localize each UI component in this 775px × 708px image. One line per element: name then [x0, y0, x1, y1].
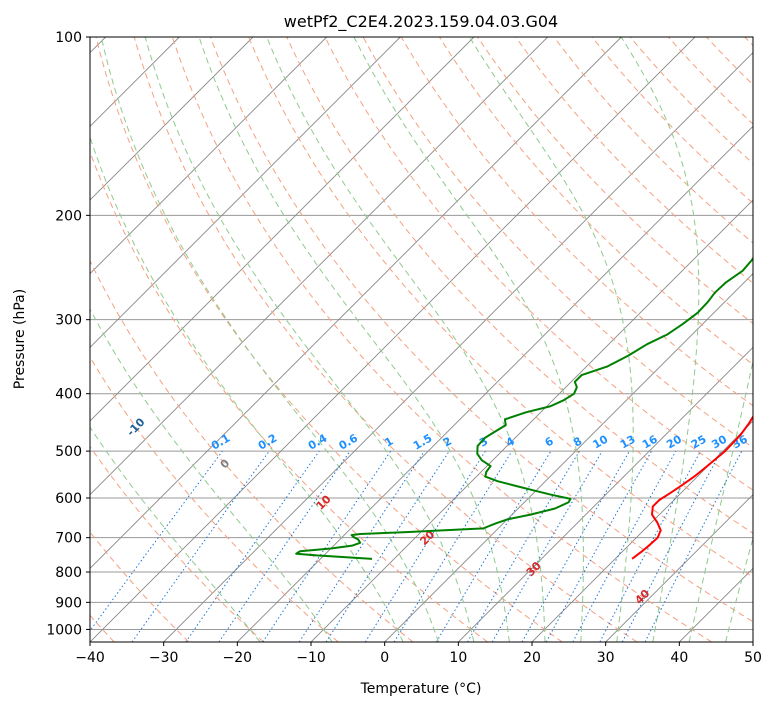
moist-adiabat-line: [353, 37, 584, 642]
y-tick-label: 500: [55, 444, 82, 460]
mixing-ratio-line: [435, 450, 552, 642]
isotherm-line: [237, 125, 753, 642]
isotherm-line: [90, 37, 327, 275]
mixing-ratio-line: [572, 450, 677, 642]
isotherm-grid: [90, 37, 753, 642]
mixing-ratio-line: [131, 450, 270, 642]
isotherm-line: [384, 273, 753, 642]
dry-adiabat-line: [210, 37, 753, 623]
y-tick-label: 100: [55, 30, 82, 46]
moist-adiabat-line: [90, 426, 261, 642]
mixing-ratio-line: [393, 450, 513, 642]
dewpoint-profile-line: [295, 256, 753, 560]
isotherm-line: [605, 494, 753, 642]
mixing-ratio-line: [325, 450, 450, 642]
y-tick-label: 900: [55, 595, 82, 611]
mixing-ratio-line: [491, 450, 603, 642]
x-tick-label: 50: [744, 650, 762, 666]
y-tick-label: 300: [55, 313, 82, 329]
mixing-ratio-line: [90, 450, 223, 632]
dry-adiabat-line: [133, 37, 638, 642]
x-tick-label: −30: [149, 650, 179, 666]
dry-adiabat-line: [248, 37, 753, 578]
isotherm-line: [531, 420, 753, 642]
x-tick-label: −40: [75, 650, 105, 666]
mixing-ratio-line: [467, 450, 580, 642]
moist-adiabat-line: [198, 37, 510, 642]
sounding-profiles: [295, 256, 753, 560]
moist-adiabat-line: [266, 37, 546, 642]
x-tick-label: −10: [296, 650, 326, 666]
dry-adiabat-line: [171, 37, 712, 642]
isotherm-line: [90, 37, 401, 348]
dry-adiabat-line: [90, 445, 264, 642]
isotherm-line: [90, 37, 254, 201]
isotherm-line: [458, 346, 753, 642]
mixing-ratio-line: [185, 450, 320, 642]
dry-adiabat-line: [515, 37, 753, 284]
mixing-ratio-lines: [90, 450, 743, 642]
moist-adiabat-line: [620, 37, 700, 642]
dry-adiabat-line: [95, 37, 563, 642]
x-tick-label: 0: [380, 650, 389, 666]
chart-title: wetPf2_C2E4.2023.159.04.03.G04: [284, 12, 558, 32]
moist-adiabat-line: [144, 37, 475, 642]
x-axis-ticks: −40 −30 −20 −10 0 10 20 30 40 50: [75, 642, 762, 666]
dry-adiabat-line: [477, 37, 753, 325]
isotherm-line: [90, 37, 622, 569]
x-tick-label: −20: [223, 650, 253, 666]
y-tick-label: 400: [55, 387, 82, 403]
y-tick-label: 1000: [46, 622, 82, 638]
moist-adiabat-line: [688, 358, 753, 642]
dry-adiabat-line: [400, 37, 753, 407]
isotherm-line: [90, 37, 548, 496]
moist-adiabat-line: [90, 135, 404, 642]
x-tick-label: 30: [597, 650, 615, 666]
moist-adiabat-line: [90, 308, 333, 642]
x-tick-label: 10: [449, 650, 467, 666]
moist-adiabat-line: [100, 37, 439, 642]
x-tick-label: 20: [523, 650, 541, 666]
moist-adiabat-line: [725, 536, 753, 642]
y-axis-title: Pressure (hPa): [12, 289, 28, 389]
y-tick-label: 800: [55, 565, 82, 581]
dry-adiabats: [90, 37, 753, 642]
mixing-ratio-line: [545, 450, 653, 642]
dry-adiabat-line: [90, 259, 414, 642]
moist-adiabats: [90, 37, 753, 642]
isotherm-line: [90, 37, 696, 642]
dry-adiabat-line: [324, 37, 753, 491]
x-axis-title: Temperature (°C): [360, 681, 482, 697]
plot-area: 0.10.20.40.611.52346810131620253036-100-…: [90, 37, 753, 642]
temperature-profile-line: [631, 414, 753, 560]
isotherm-line: [90, 37, 475, 422]
plot-background: [90, 37, 753, 642]
plot-frame: [89, 36, 754, 643]
mixing-ratio-line: [521, 450, 630, 642]
y-tick-label: 200: [55, 208, 82, 224]
y-tick-label: 700: [55, 531, 82, 547]
x-tick-label: 40: [670, 650, 688, 666]
isotherm-line: [163, 52, 753, 642]
dry-adiabat-line: [629, 37, 753, 165]
dry-adiabat-line: [362, 37, 753, 449]
mixing-ratio-line: [218, 450, 351, 642]
y-tick-label: 600: [55, 491, 82, 507]
dry-adiabat-line: [591, 37, 753, 204]
y-axis-ticks: 100 200 300 400 500 600 700 800 900 1000: [46, 30, 90, 638]
mixing-ratio-line: [364, 450, 486, 642]
